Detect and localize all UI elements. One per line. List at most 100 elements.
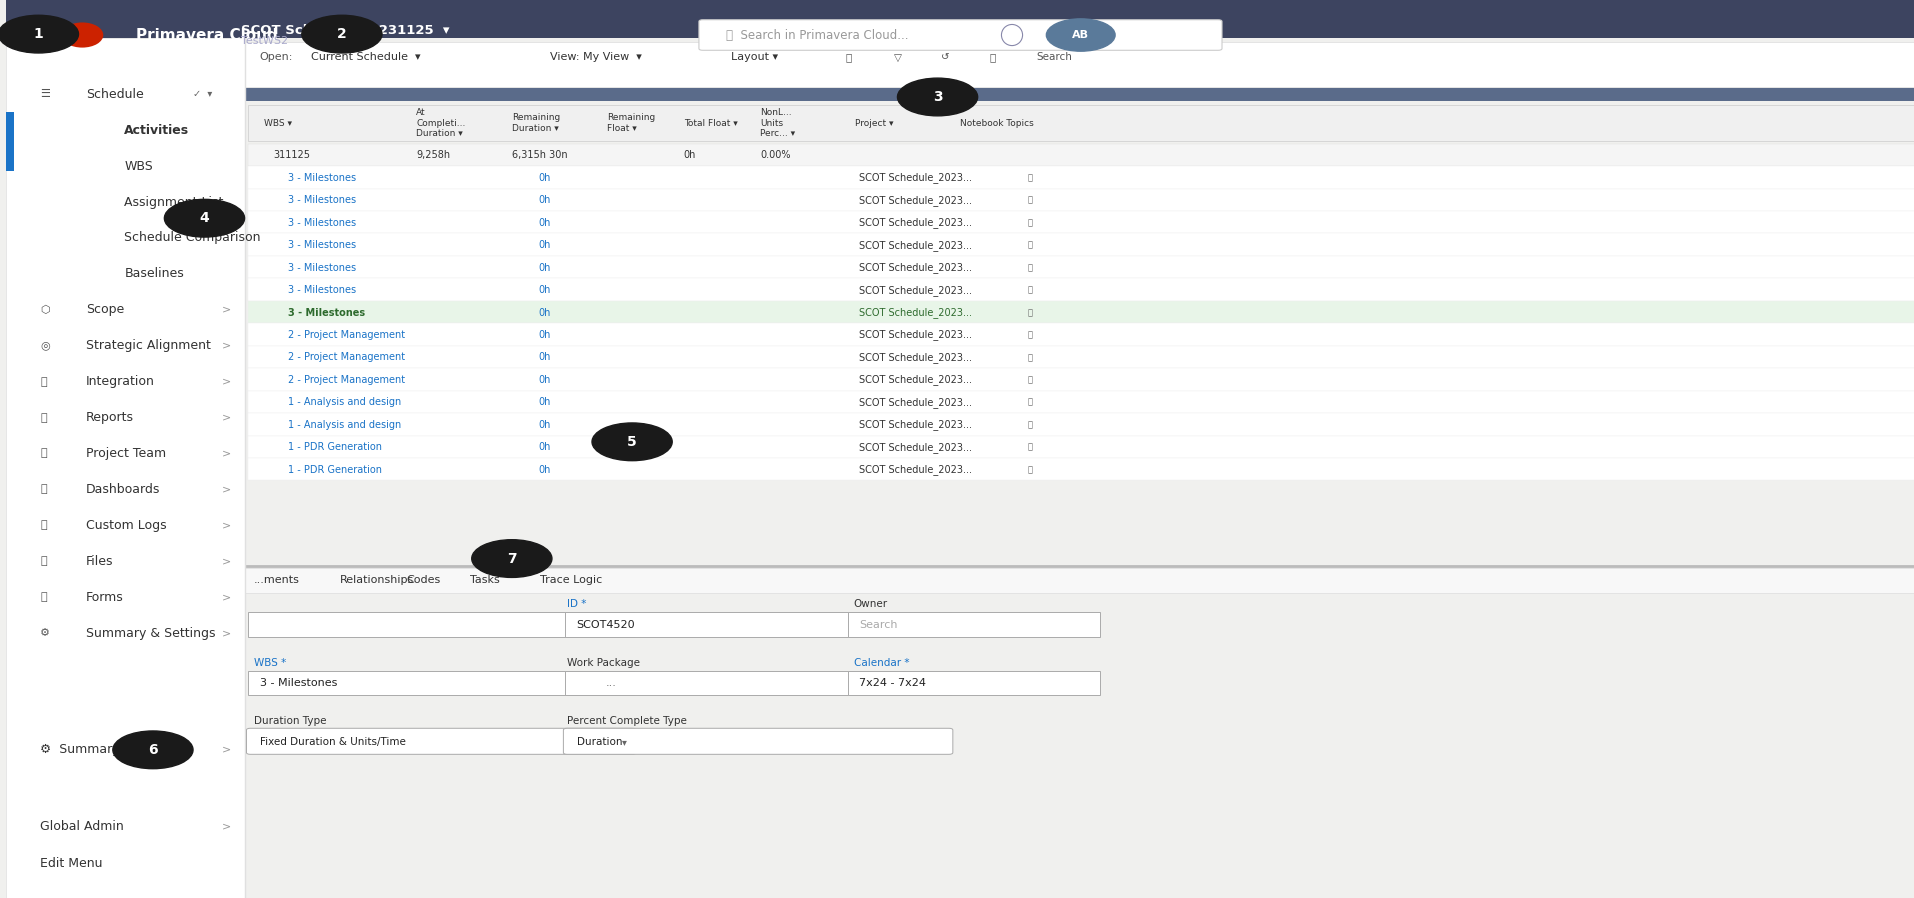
Text: 3 - Milestones: 3 - Milestones — [289, 217, 356, 228]
Text: 📋: 📋 — [1026, 443, 1032, 452]
Text: Project ▾: Project ▾ — [856, 119, 894, 128]
FancyBboxPatch shape — [6, 38, 245, 898]
Text: >: > — [222, 592, 232, 603]
Text: Dashboards: Dashboards — [86, 483, 161, 496]
Text: SCOT Schedule_2023...: SCOT Schedule_2023... — [859, 307, 972, 318]
Text: 2 - Project Management: 2 - Project Management — [289, 374, 406, 385]
Text: Fixed Duration & Units/Time: Fixed Duration & Units/Time — [260, 736, 406, 747]
Text: Activities: Activities — [124, 124, 189, 136]
Text: 📋: 📋 — [1026, 375, 1032, 384]
Text: Percent Complete Type: Percent Complete Type — [567, 716, 687, 726]
Text: Schedule Comparison: Schedule Comparison — [124, 232, 260, 244]
Text: >: > — [222, 448, 232, 459]
Text: 7x24 - 7x24: 7x24 - 7x24 — [859, 678, 926, 689]
FancyBboxPatch shape — [245, 42, 1914, 87]
Text: 📋: 📋 — [1026, 308, 1032, 317]
FancyBboxPatch shape — [245, 88, 1914, 101]
Text: 📋: 📋 — [1026, 465, 1032, 474]
FancyBboxPatch shape — [6, 0, 1914, 38]
Text: >: > — [222, 821, 232, 832]
Text: 1 - Analysis and design: 1 - Analysis and design — [289, 419, 402, 430]
Text: SCOT Schedule_2023...: SCOT Schedule_2023... — [859, 352, 972, 363]
Text: 📝: 📝 — [40, 520, 48, 531]
Text: Edit Menu: Edit Menu — [40, 858, 103, 870]
Text: >: > — [222, 484, 232, 495]
Text: 1 - Analysis and design: 1 - Analysis and design — [289, 397, 402, 408]
Text: 📋: 📋 — [1026, 420, 1032, 429]
Text: 0h: 0h — [538, 352, 551, 363]
Text: At
Completi...
Duration ▾: At Completi... Duration ▾ — [415, 108, 465, 138]
FancyBboxPatch shape — [247, 728, 635, 754]
FancyBboxPatch shape — [249, 671, 634, 695]
Text: 6,315h 30n: 6,315h 30n — [511, 150, 567, 161]
Text: 3 - Milestones: 3 - Milestones — [289, 240, 356, 251]
Circle shape — [0, 15, 78, 53]
Text: SCOT Schedule_2023...: SCOT Schedule_2023... — [859, 374, 972, 385]
Text: 📋: 📋 — [1026, 398, 1032, 407]
Text: 0h: 0h — [538, 374, 551, 385]
Text: 0h: 0h — [538, 172, 551, 183]
Text: 0h: 0h — [538, 262, 551, 273]
Text: SCOT Schedule_2023...: SCOT Schedule_2023... — [859, 262, 972, 273]
Text: SCOT Schedule_20231125  ▾: SCOT Schedule_20231125 ▾ — [241, 24, 450, 37]
FancyBboxPatch shape — [249, 278, 1914, 301]
Text: Forms: Forms — [86, 591, 124, 603]
FancyBboxPatch shape — [565, 671, 951, 695]
Text: >: > — [222, 628, 232, 638]
Text: SCOT Schedule_2023...: SCOT Schedule_2023... — [859, 172, 972, 183]
Text: Layout ▾: Layout ▾ — [731, 52, 779, 63]
FancyBboxPatch shape — [249, 612, 634, 637]
Text: ID *: ID * — [567, 599, 586, 610]
Text: 📋: 📋 — [1026, 353, 1032, 362]
Text: 📋: 📋 — [1026, 173, 1032, 182]
Text: ☰: ☰ — [40, 89, 50, 100]
Text: SCOT Schedule_2023...: SCOT Schedule_2023... — [859, 419, 972, 430]
Text: SCOT Schedule_2023...: SCOT Schedule_2023... — [859, 217, 972, 228]
Text: SCOT Schedule_2023...: SCOT Schedule_2023... — [859, 464, 972, 475]
Text: SCOT Schedule_2023...: SCOT Schedule_2023... — [859, 195, 972, 206]
FancyBboxPatch shape — [249, 233, 1914, 256]
Text: Scope: Scope — [86, 304, 124, 316]
FancyBboxPatch shape — [699, 20, 1221, 50]
FancyBboxPatch shape — [249, 144, 1914, 166]
Text: >: > — [222, 744, 232, 755]
FancyBboxPatch shape — [249, 256, 1914, 278]
Text: 3 - Milestones: 3 - Milestones — [289, 195, 356, 206]
Text: 7: 7 — [507, 551, 517, 566]
Text: SCOT Schedule_2023...: SCOT Schedule_2023... — [859, 330, 972, 340]
Text: Open:: Open: — [260, 52, 293, 63]
Text: >: > — [222, 340, 232, 351]
Text: Baselines: Baselines — [124, 268, 184, 280]
Text: Current Schedule  ▾: Current Schedule ▾ — [312, 52, 421, 63]
Text: 📋: 📋 — [40, 484, 48, 495]
Text: >: > — [222, 376, 232, 387]
Text: 1: 1 — [34, 27, 44, 41]
Text: 📋: 📋 — [1026, 218, 1032, 227]
Text: 🔗: 🔗 — [40, 376, 48, 387]
Text: 🔑: 🔑 — [846, 52, 852, 63]
Text: 📊: 📊 — [40, 412, 48, 423]
Text: Search: Search — [859, 620, 898, 630]
Circle shape — [591, 423, 672, 461]
Text: 3 - Milestones: 3 - Milestones — [289, 262, 356, 273]
Text: Total Float ▾: Total Float ▾ — [683, 119, 737, 128]
Text: Primavera Cloud: Primavera Cloud — [136, 28, 278, 42]
FancyBboxPatch shape — [249, 458, 1914, 480]
Text: 311125: 311125 — [274, 150, 310, 161]
FancyBboxPatch shape — [249, 436, 1914, 458]
Text: 2 - Project Management: 2 - Project Management — [289, 330, 406, 340]
Text: ⚙  Summary & Settings: ⚙ Summary & Settings — [40, 744, 189, 756]
Text: SCOT Schedule_2023...: SCOT Schedule_2023... — [859, 442, 972, 453]
Text: ⬡: ⬡ — [40, 304, 50, 315]
Text: 📋: 📋 — [1026, 263, 1032, 272]
Text: Calendar *: Calendar * — [854, 657, 909, 668]
Text: Search: Search — [1035, 52, 1072, 63]
Text: 1 - PDR Generation: 1 - PDR Generation — [289, 464, 383, 475]
Circle shape — [898, 78, 978, 116]
FancyBboxPatch shape — [245, 568, 1914, 593]
Text: 🔍  Search in Primavera Cloud...: 🔍 Search in Primavera Cloud... — [725, 29, 907, 41]
Ellipse shape — [61, 22, 103, 48]
Text: 📋: 📋 — [1026, 286, 1032, 295]
Text: 3 - Milestones: 3 - Milestones — [289, 285, 356, 295]
Text: TestWS2: TestWS2 — [241, 36, 287, 47]
